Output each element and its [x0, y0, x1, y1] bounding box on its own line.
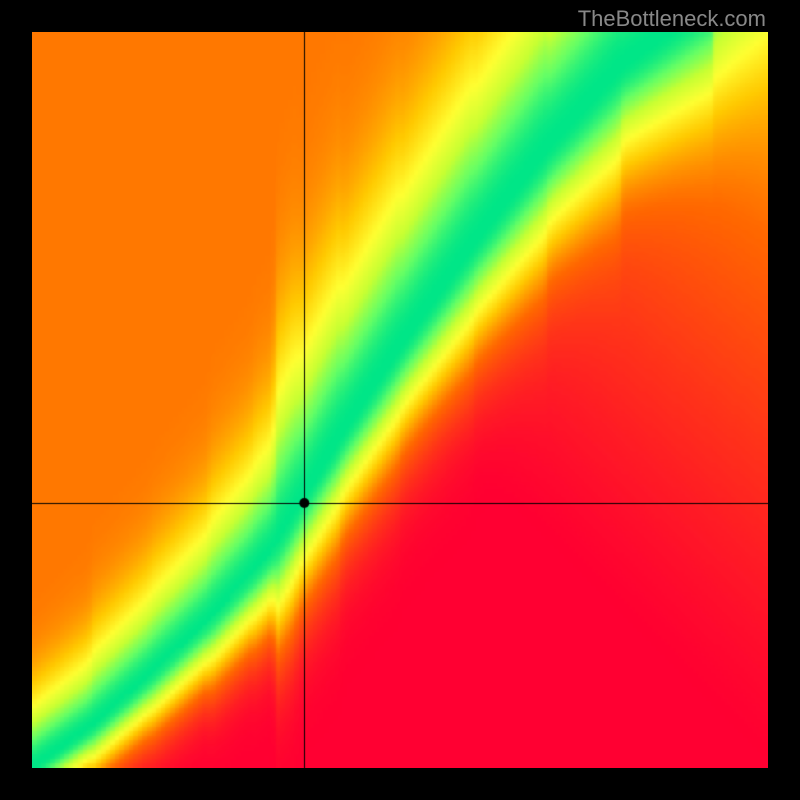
chart-container: TheBottleneck.com	[0, 0, 800, 800]
watermark-text: TheBottleneck.com	[578, 6, 766, 32]
bottleneck-heatmap	[32, 32, 768, 768]
